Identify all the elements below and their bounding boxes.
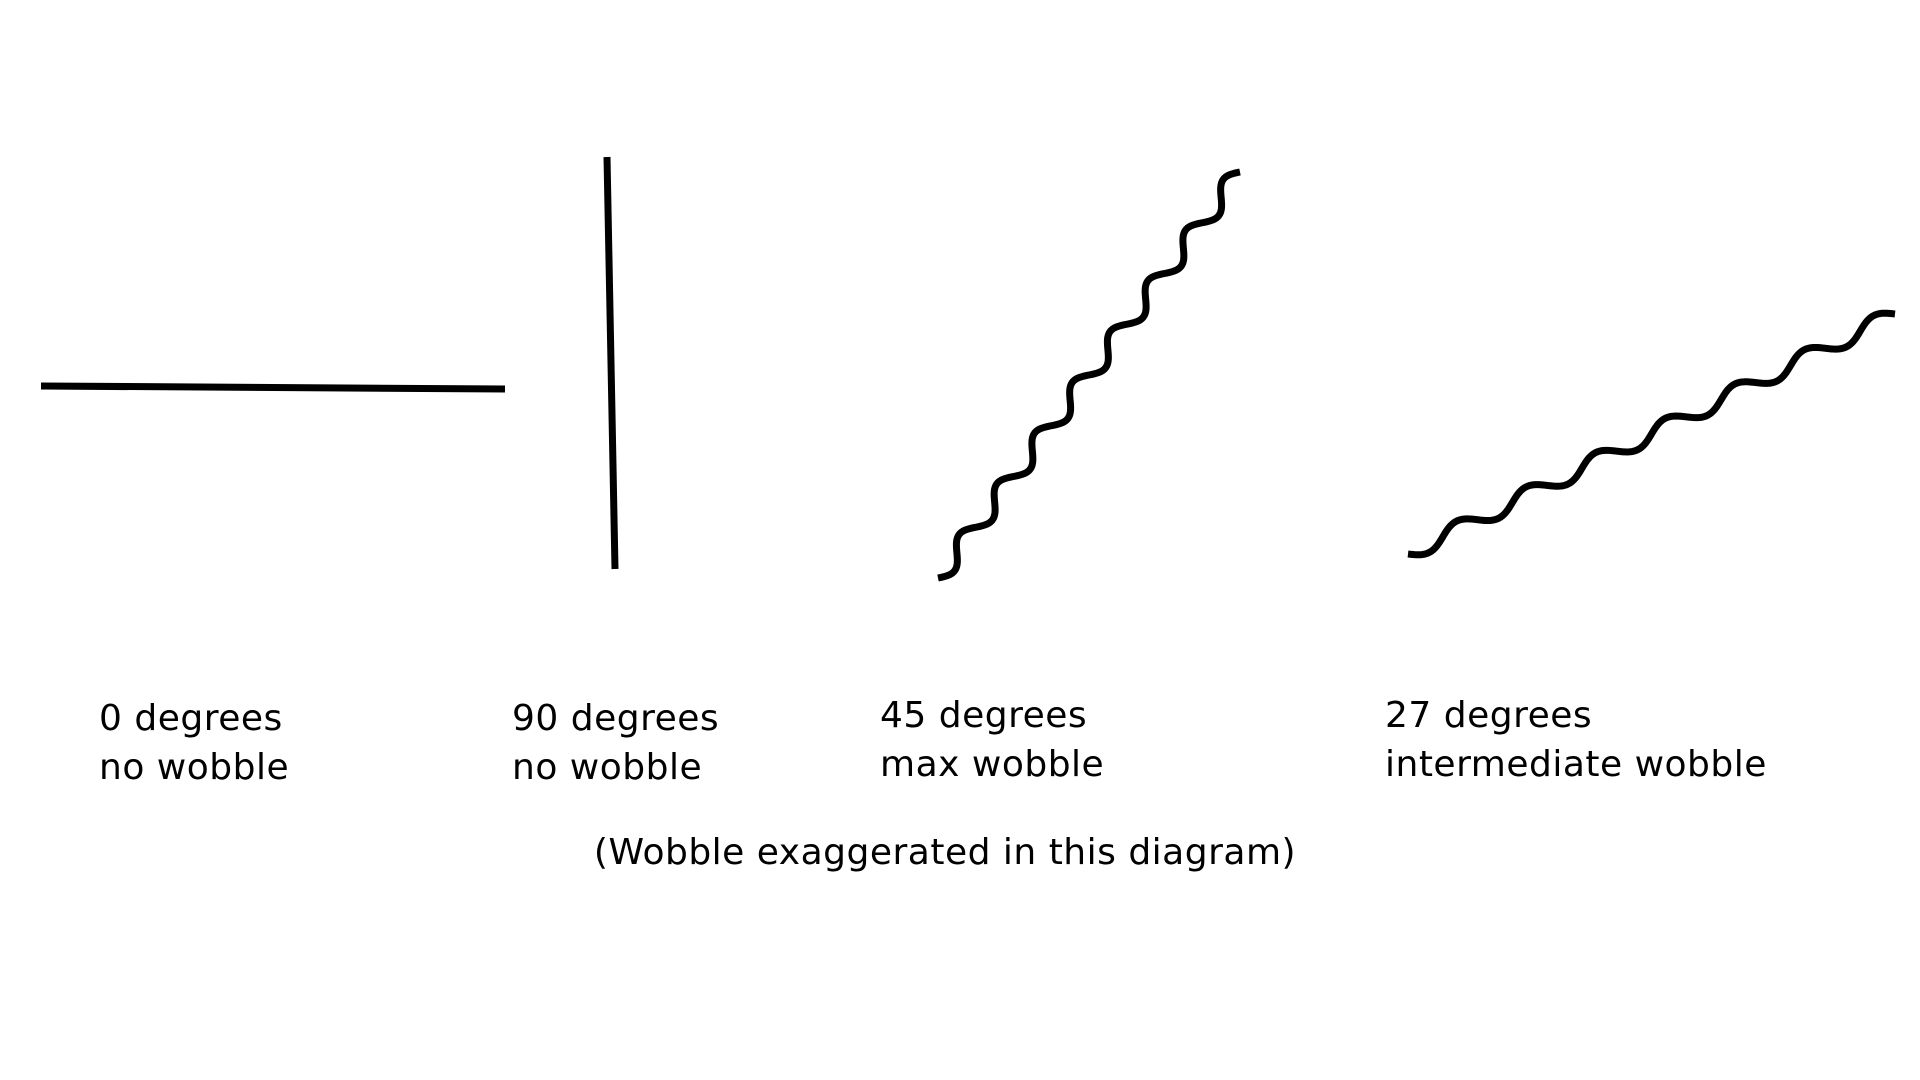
label-0-degrees: 0 degrees no wobble bbox=[99, 694, 289, 792]
wobble-label: no wobble bbox=[512, 747, 703, 788]
wobble-label: no wobble bbox=[99, 747, 290, 788]
wavy-line-27-degrees bbox=[1406, 309, 1897, 559]
angle-label: 0 degrees bbox=[99, 698, 283, 739]
angle-label: 27 degrees bbox=[1385, 695, 1593, 736]
angle-label: 90 degrees bbox=[512, 698, 720, 739]
label-27-degrees: 27 degrees intermediate wobble bbox=[1385, 691, 1767, 789]
diagram-caption: (Wobble exaggerated in this diagram) bbox=[593, 832, 1297, 873]
line-0-degrees bbox=[40, 382, 506, 393]
label-45-degrees: 45 degrees max wobble bbox=[880, 691, 1104, 789]
angle-label: 45 degrees bbox=[880, 695, 1088, 736]
label-90-degrees: 90 degrees no wobble bbox=[512, 694, 719, 792]
wobble-label: intermediate wobble bbox=[1385, 744, 1767, 785]
wobble-label: max wobble bbox=[880, 744, 1105, 785]
wavy-line-45-degrees bbox=[936, 168, 1242, 582]
line-90-degrees bbox=[603, 156, 619, 570]
